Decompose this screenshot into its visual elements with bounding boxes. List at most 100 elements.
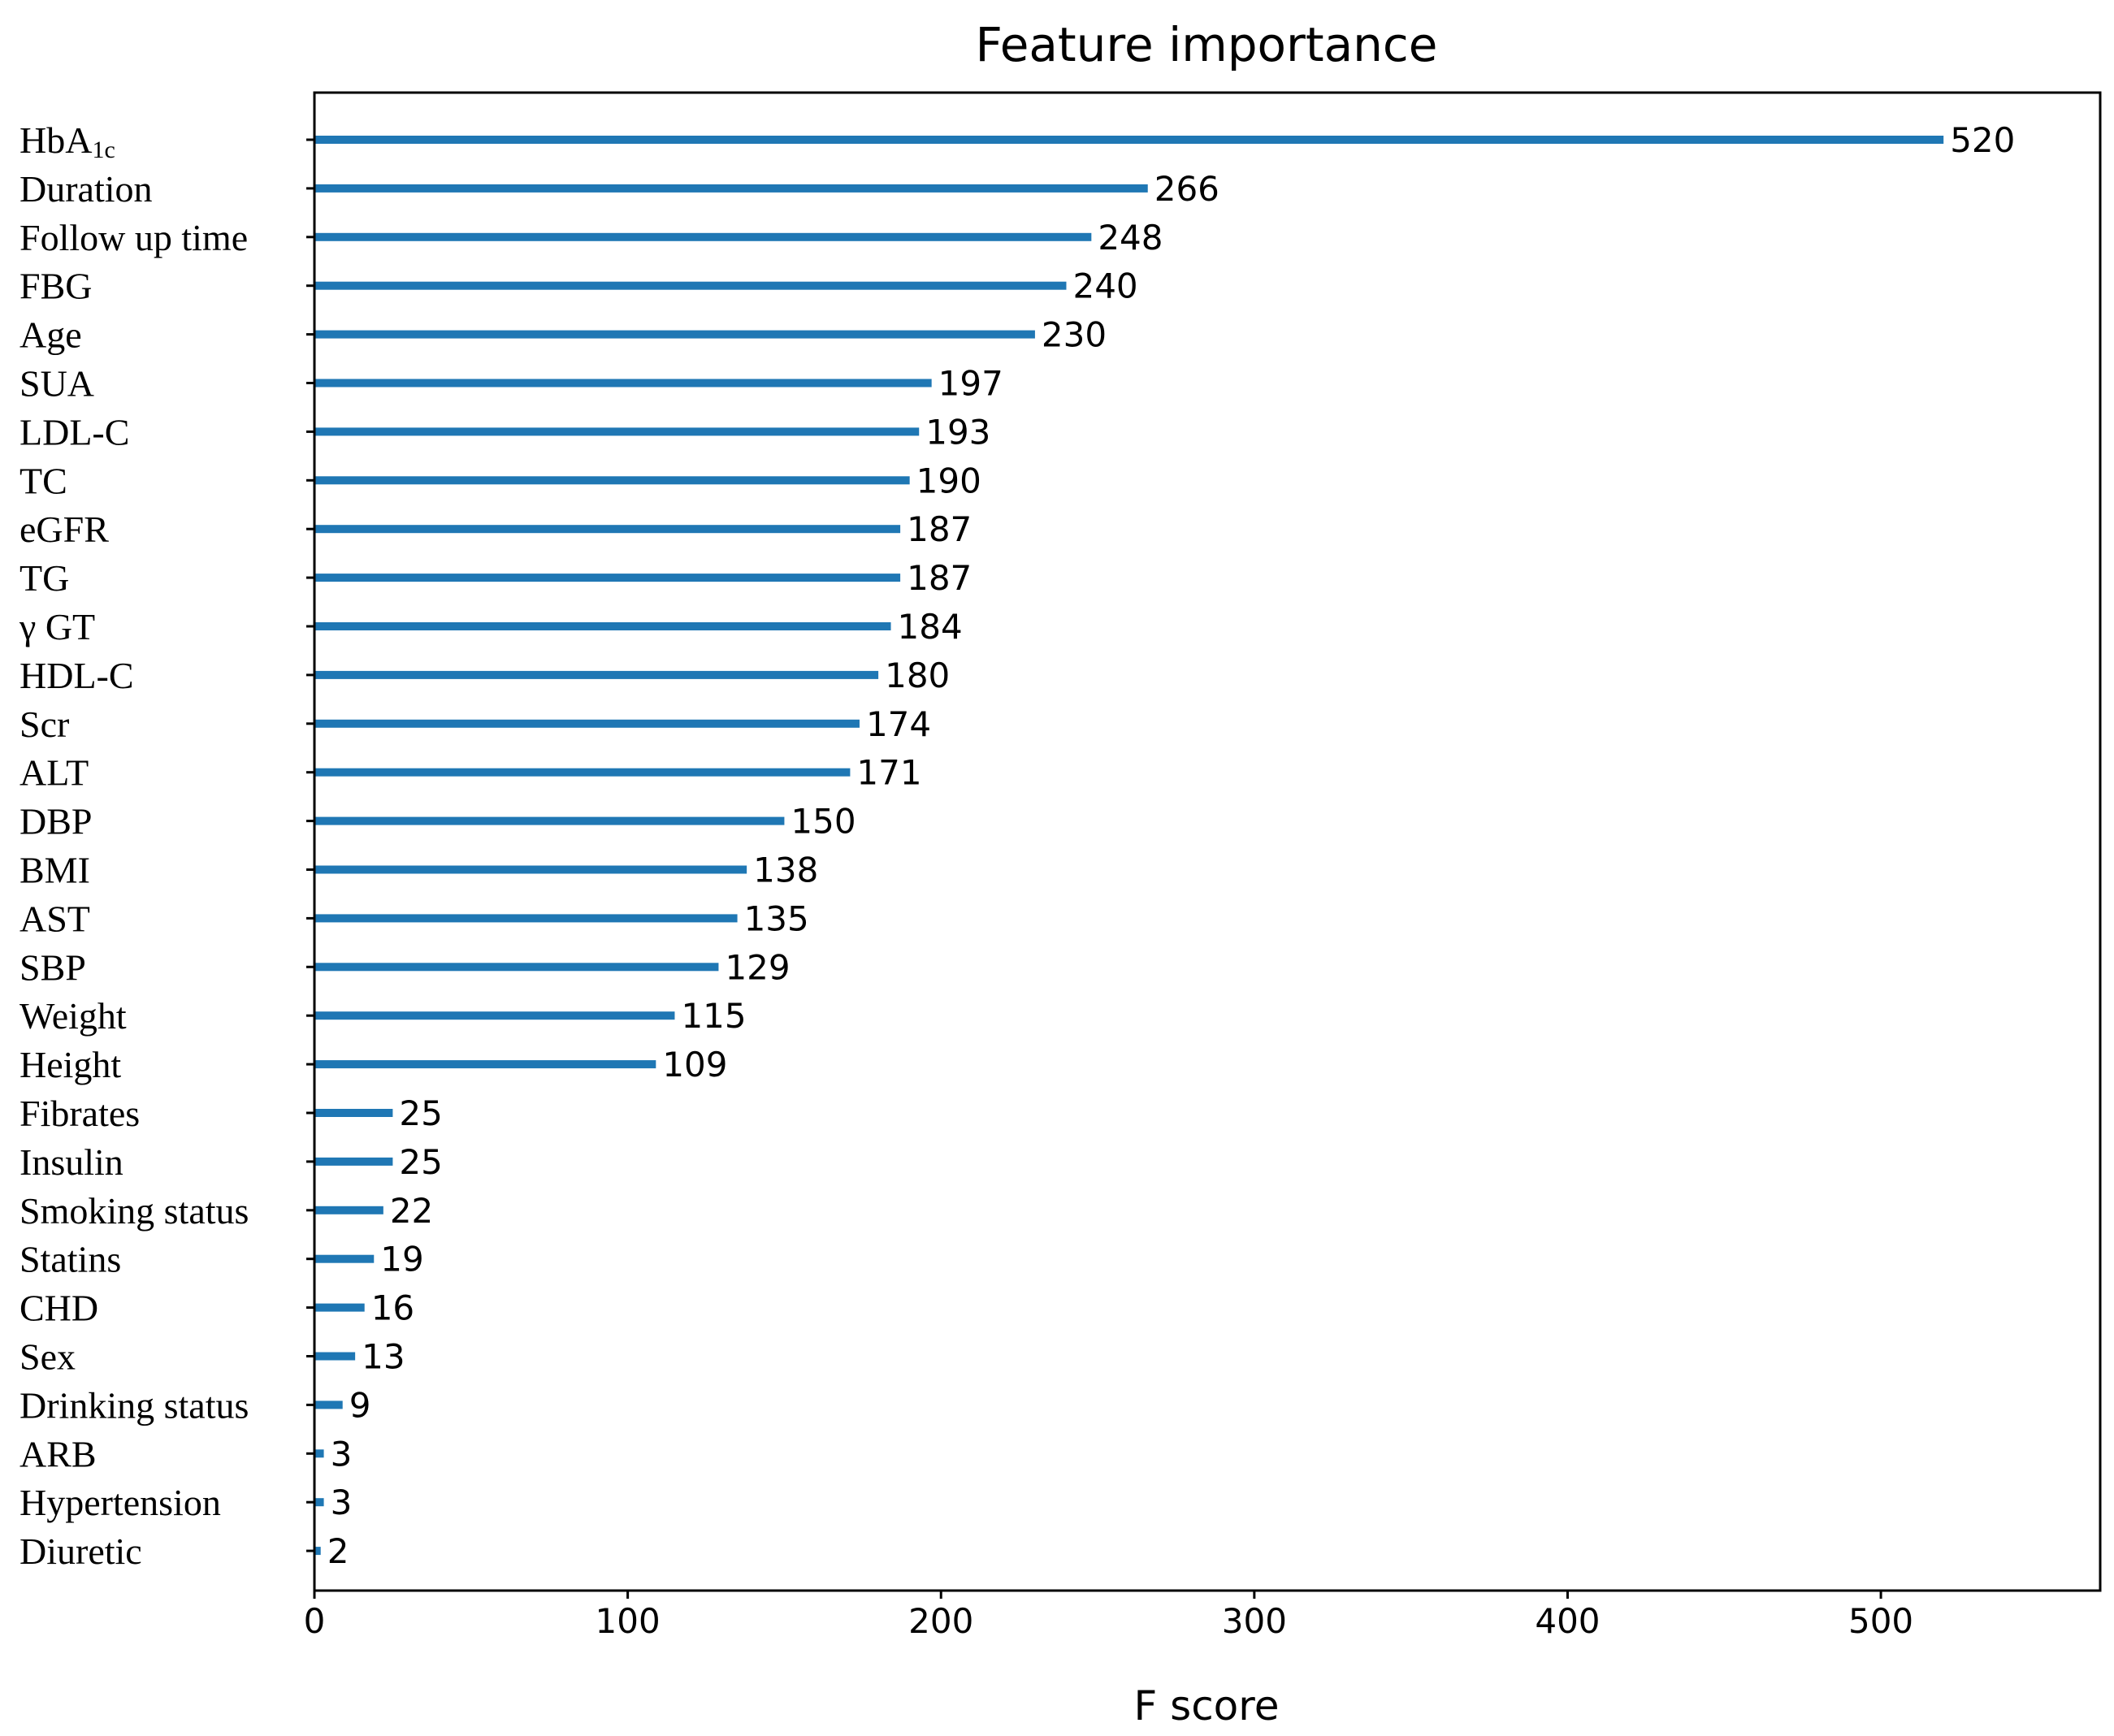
data-label-height-19: 109 bbox=[662, 1045, 727, 1084]
y-label-alt-13: ALT bbox=[19, 752, 89, 794]
bar-sex-25 bbox=[314, 1352, 356, 1361]
y-label-statins-23: Statins bbox=[19, 1239, 121, 1280]
y-label-ast-16: AST bbox=[19, 898, 90, 939]
y-label-follow-up-time-2: Follow up time bbox=[19, 217, 248, 258]
data-label-follow-up-time-2: 248 bbox=[1098, 218, 1163, 258]
data-label-insulin-21: 25 bbox=[399, 1142, 442, 1182]
bar-fibrates-20 bbox=[314, 1109, 393, 1117]
data-label-sbp-17: 129 bbox=[725, 947, 790, 987]
bar-arb-27 bbox=[314, 1449, 324, 1458]
y-label-ldl-c-6: LDL-C bbox=[19, 411, 129, 452]
data-label-smoking-status-22: 22 bbox=[390, 1191, 433, 1231]
bar-sbp-17 bbox=[314, 963, 719, 972]
y-label-weight-18: Weight bbox=[19, 995, 127, 1037]
data-label-alt-13: 171 bbox=[856, 753, 921, 793]
bar-tg-9 bbox=[314, 574, 901, 582]
y-label-hypertension-28: Hypertension bbox=[19, 1482, 221, 1523]
data-label-bmi-15: 138 bbox=[753, 851, 818, 890]
bar-dbp-14 bbox=[314, 816, 785, 825]
data-label-scr-12: 174 bbox=[866, 704, 931, 744]
bar-gt-10 bbox=[314, 622, 891, 630]
bar-sua-5 bbox=[314, 379, 932, 387]
x-tick-label-200: 200 bbox=[908, 1601, 973, 1641]
data-label-duration-1: 266 bbox=[1154, 169, 1219, 209]
y-label-dbp-14: DBP bbox=[19, 801, 92, 842]
y-label-drinking-status-26: Drinking status bbox=[19, 1384, 249, 1426]
bar-fbg-3 bbox=[314, 281, 1067, 290]
data-label-weight-18: 115 bbox=[681, 996, 746, 1036]
chart-title: Feature importance bbox=[976, 17, 1438, 72]
data-label-hba1c-0: 520 bbox=[1950, 120, 2015, 160]
bar-hypertension-28 bbox=[314, 1498, 324, 1507]
data-label-sex-25: 13 bbox=[362, 1337, 405, 1377]
y-label-sua-5: SUA bbox=[19, 363, 94, 405]
data-label-ast-16: 135 bbox=[744, 898, 809, 938]
bar-age-4 bbox=[314, 330, 1035, 339]
y-label-chd-24: CHD bbox=[19, 1288, 98, 1329]
bar-alt-13 bbox=[314, 768, 851, 777]
data-label-fibrates-20: 25 bbox=[399, 1093, 442, 1133]
data-label-diuretic-29: 2 bbox=[327, 1531, 349, 1571]
data-labels: 5202662482402301971931901871871841801741… bbox=[327, 120, 2016, 1571]
bar-chd-24 bbox=[314, 1303, 365, 1312]
data-label-arb-27: 3 bbox=[331, 1434, 353, 1474]
y-label-hba1c-0: HbA1c bbox=[19, 119, 115, 163]
y-label-duration-1: Duration bbox=[19, 168, 153, 210]
bar-bmi-15 bbox=[314, 865, 747, 874]
y-label-tg-9: TG bbox=[19, 557, 69, 599]
bar-scr-12 bbox=[314, 719, 860, 728]
y-label-arb-27: ARB bbox=[19, 1433, 97, 1474]
bar-follow-up-time-2 bbox=[314, 232, 1092, 241]
data-label-sua-5: 197 bbox=[938, 364, 1003, 404]
y-label-insulin-21: Insulin bbox=[19, 1141, 123, 1183]
y-label-fibrates-20: Fibrates bbox=[19, 1093, 140, 1134]
y-label-tc-7: TC bbox=[19, 460, 67, 501]
x-axis-label: F score bbox=[1133, 1682, 1279, 1730]
y-label-age-4: Age bbox=[19, 314, 82, 356]
data-label-tg-9: 187 bbox=[907, 558, 972, 598]
y-label-sbp-17: SBP bbox=[19, 946, 86, 988]
bar-diuretic-29 bbox=[314, 1547, 321, 1556]
bar-smoking-status-22 bbox=[314, 1206, 383, 1214]
x-tick-label-500: 500 bbox=[1848, 1601, 1913, 1641]
bar-statins-23 bbox=[314, 1254, 375, 1263]
data-label-ldl-c-6: 193 bbox=[925, 412, 990, 452]
y-label-smoking-status-22: Smoking status bbox=[19, 1190, 249, 1232]
y-label-height-19: Height bbox=[19, 1044, 121, 1085]
bar-height-19 bbox=[314, 1060, 656, 1069]
data-label-age-4: 230 bbox=[1042, 315, 1107, 355]
y-label-diuretic-29: Diuretic bbox=[19, 1530, 142, 1572]
y-label-scr-12: Scr bbox=[19, 703, 69, 745]
bar-drinking-status-26 bbox=[314, 1400, 343, 1409]
y-label-egfr-8: eGFR bbox=[19, 509, 109, 550]
data-label-tc-7: 190 bbox=[916, 461, 981, 500]
data-label-hdl-c-11: 180 bbox=[885, 656, 950, 695]
x-tick-label-300: 300 bbox=[1222, 1601, 1287, 1641]
bar-ast-16 bbox=[314, 914, 738, 923]
y-label-bmi-15: BMI bbox=[19, 850, 90, 891]
data-label-gt-10: 184 bbox=[898, 607, 963, 647]
bar-duration-1 bbox=[314, 184, 1148, 193]
x-tick-label-0: 0 bbox=[304, 1601, 326, 1641]
bar-hba1c-0 bbox=[314, 136, 1944, 144]
x-tick-label-100: 100 bbox=[596, 1601, 661, 1641]
x-axis-ticks: 0 100 200 300 400 500 bbox=[304, 1591, 1913, 1641]
data-label-dbp-14: 150 bbox=[791, 802, 856, 842]
y-tick-labels: HbA1c Duration Follow up time FBG Age SUA LDL-… bbox=[19, 119, 249, 1572]
bar-egfr-8 bbox=[314, 525, 901, 534]
bar-hdl-c-11 bbox=[314, 670, 879, 679]
data-label-drinking-status-26: 9 bbox=[349, 1385, 371, 1425]
data-label-statins-23: 19 bbox=[380, 1240, 423, 1279]
data-label-hypertension-28: 3 bbox=[331, 1483, 353, 1522]
bars-group bbox=[306, 136, 1944, 1556]
data-label-fbg-3: 240 bbox=[1072, 266, 1137, 306]
y-label-sex-25: Sex bbox=[19, 1336, 76, 1378]
plot-frame bbox=[313, 91, 2102, 1592]
bar-insulin-21 bbox=[314, 1157, 393, 1166]
y-label-hdl-c-11: HDL-C bbox=[19, 655, 134, 696]
bar-ldl-c-6 bbox=[314, 427, 920, 436]
data-label-egfr-8: 187 bbox=[907, 509, 972, 549]
bar-weight-18 bbox=[314, 1011, 675, 1020]
data-label-chd-24: 16 bbox=[371, 1288, 414, 1328]
x-tick-label-400: 400 bbox=[1535, 1601, 1600, 1641]
